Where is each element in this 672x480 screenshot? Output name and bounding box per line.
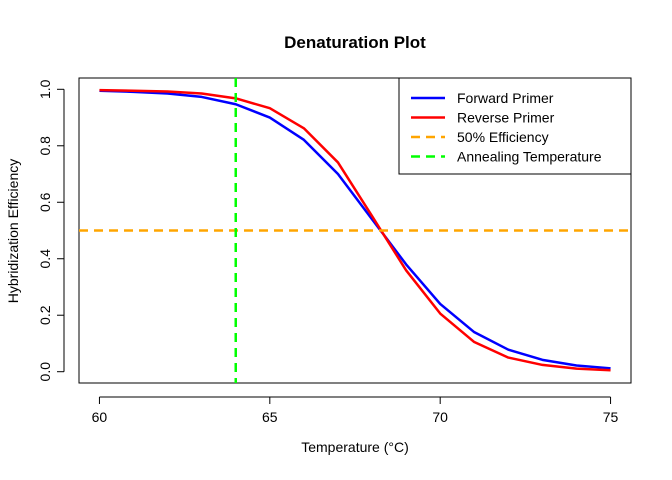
y-tick-label: 0.6 [37, 192, 53, 212]
plot-area: 60 65 70 75 0.0 0.2 0.4 0.6 0.8 1.0 [37, 77, 632, 425]
y-tick-label: 0.4 [37, 249, 53, 269]
y-tick-label: 0.8 [37, 136, 53, 156]
legend: Forward Primer Reverse Primer 50% Efficien… [398, 77, 632, 175]
x-tick-label: 75 [603, 409, 619, 425]
y-tick-label: 0.2 [37, 305, 53, 325]
x-tick-label: 65 [262, 409, 278, 425]
y-tick-label: 1.0 [37, 79, 53, 99]
legend-box [398, 77, 632, 175]
series-line-reverse-primer [99, 88, 611, 372]
y-axis-label: Hybridization Efficiency [5, 159, 21, 303]
legend-label-forward-primer: Forward Primer [457, 90, 554, 106]
x-tick-label: 70 [432, 409, 448, 425]
legend-label-50-efficiency: 50% Efficiency [457, 129, 549, 145]
chart-title: Denaturation Plot [284, 33, 426, 52]
data-layer [79, 78, 631, 383]
series-line-forward-primer [99, 89, 611, 370]
y-tick-label: 0.0 [37, 362, 53, 382]
legend-label-reverse-primer: Reverse Primer [457, 110, 555, 126]
x-axis-label: Temperature (°C) [301, 439, 409, 455]
x-tick-label: 60 [92, 409, 108, 425]
legend-label-annealing-temperature: Annealing Temperature [457, 149, 602, 165]
